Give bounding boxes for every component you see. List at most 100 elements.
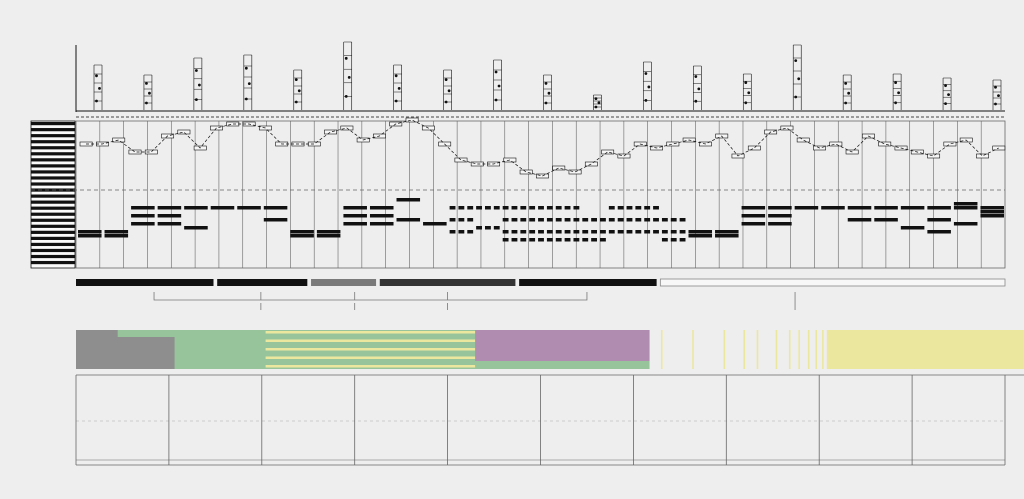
staff-notehead xyxy=(497,84,501,88)
staff-notehead xyxy=(394,74,398,78)
melody-note xyxy=(601,149,615,155)
melody-note xyxy=(324,129,337,135)
chord-note xyxy=(458,230,465,234)
staff-notehead xyxy=(244,97,248,101)
chord-note xyxy=(546,238,553,242)
yellow-line xyxy=(822,330,824,369)
staff-notehead xyxy=(444,78,448,81)
keyboard-black-key xyxy=(31,134,75,138)
melody-note xyxy=(470,161,484,167)
section-segment xyxy=(311,279,377,286)
staff-fragment xyxy=(493,59,502,110)
melody-note xyxy=(454,157,468,163)
chord-note xyxy=(874,218,898,222)
staff-notehead xyxy=(994,102,997,106)
keyboard-black-key xyxy=(31,260,75,265)
section-bracket xyxy=(153,292,588,301)
staff-notehead xyxy=(297,89,301,93)
section-segments xyxy=(76,278,1006,287)
chord-note xyxy=(263,218,288,222)
staff-fragment xyxy=(992,79,1002,110)
gray-block xyxy=(76,337,175,369)
melody-note xyxy=(128,149,142,155)
staff-fragment xyxy=(193,57,203,110)
chord-note xyxy=(529,238,536,242)
staff-fragment xyxy=(243,54,253,110)
keyboard-black-key xyxy=(31,242,75,247)
chord-note xyxy=(741,214,766,218)
yellow-stripe xyxy=(265,356,476,359)
chord-note xyxy=(608,218,615,222)
staff-notehead xyxy=(544,101,548,105)
staff-fragment xyxy=(343,41,353,110)
staff-notehead xyxy=(394,99,398,103)
staff-notehead xyxy=(494,70,498,74)
staff-notehead xyxy=(944,84,947,88)
chord-note xyxy=(369,214,394,218)
keyboard-black-key xyxy=(31,236,75,240)
roll-frame xyxy=(75,120,1006,269)
chord-note xyxy=(290,234,314,238)
staff-fragment xyxy=(693,65,702,110)
keyboard-black-key xyxy=(31,212,75,216)
chord-note xyxy=(237,206,261,210)
keyboard-black-key xyxy=(31,170,75,174)
chord-note xyxy=(396,198,421,202)
chord-note xyxy=(369,206,394,210)
chord-note xyxy=(980,214,1004,218)
chord-note xyxy=(343,214,367,218)
chord-note xyxy=(847,206,872,210)
chord-note xyxy=(715,230,739,234)
chord-note xyxy=(688,230,713,234)
piano-keyboard-icon xyxy=(30,120,76,269)
keyboard-black-key xyxy=(31,230,75,234)
staff-fragment xyxy=(143,74,153,110)
melody-note xyxy=(992,145,1006,151)
staff-notehead xyxy=(197,83,201,87)
keyboard-black-key xyxy=(31,140,75,144)
staff-fragment xyxy=(792,44,802,110)
staff-notehead xyxy=(447,89,451,93)
chord-note xyxy=(591,218,598,222)
chord-note xyxy=(131,214,155,218)
chord-note xyxy=(546,230,553,234)
chord-note xyxy=(635,218,642,222)
chord-note xyxy=(874,206,898,210)
chord-note xyxy=(670,218,677,222)
yellow-line xyxy=(743,330,745,369)
chord-note xyxy=(104,234,129,238)
chord-note xyxy=(493,206,500,210)
melody-note xyxy=(878,141,892,147)
keyboard-black-key xyxy=(31,224,75,228)
harmony-blocks xyxy=(76,330,1024,369)
section-brackets xyxy=(153,292,796,310)
staff-notehead xyxy=(847,91,851,95)
chord-note xyxy=(600,218,606,222)
staff-fragment xyxy=(443,69,452,110)
chord-note xyxy=(653,206,659,210)
yellow-line xyxy=(692,330,694,369)
chord-note xyxy=(608,230,615,234)
staff-fragment xyxy=(942,77,952,110)
chord-note xyxy=(529,230,536,234)
chord-note xyxy=(511,238,518,242)
staff-notehead xyxy=(344,56,348,60)
yellow-line xyxy=(775,330,778,369)
keyboard-black-key xyxy=(31,158,75,162)
chord-note xyxy=(626,218,633,222)
staff-notehead xyxy=(947,93,950,97)
staff-notehead xyxy=(844,101,848,105)
staff-notehead xyxy=(145,82,148,85)
staff-notehead xyxy=(844,82,848,85)
chord-note xyxy=(900,206,925,210)
chord-note xyxy=(679,218,686,222)
chord-note xyxy=(635,230,642,234)
chord-note xyxy=(953,222,978,226)
chord-note xyxy=(573,230,580,234)
staff-notehead xyxy=(794,59,798,62)
staff-notehead xyxy=(797,77,801,81)
chord-note xyxy=(210,206,235,210)
melody-note xyxy=(519,169,533,175)
staff-fragment xyxy=(93,64,103,110)
staff-notehead xyxy=(98,87,101,90)
